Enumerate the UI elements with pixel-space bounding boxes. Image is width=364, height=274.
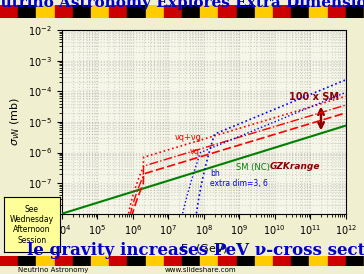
Bar (328, 5, 346, 18)
Bar (91, 256, 109, 266)
Bar (55, 256, 73, 266)
Bar (164, 256, 182, 266)
Bar (146, 5, 164, 18)
Bar (273, 256, 291, 266)
Bar (91, 5, 109, 18)
Y-axis label: $\sigma_{\nu N}$ (mb): $\sigma_{\nu N}$ (mb) (9, 98, 23, 146)
Bar (18, 5, 36, 18)
Bar (346, 256, 364, 266)
Bar (273, 5, 291, 18)
Bar (255, 5, 273, 18)
Text: GZKrange: GZKrange (269, 162, 320, 170)
Text: νq: νq (190, 147, 200, 156)
Bar (55, 5, 73, 18)
Bar (309, 256, 328, 266)
Bar (182, 256, 200, 266)
Bar (237, 256, 255, 266)
Bar (0, 256, 18, 266)
Bar (328, 256, 346, 266)
Bar (237, 5, 255, 18)
Text: 100 x SM: 100 x SM (289, 92, 339, 102)
Bar (200, 256, 218, 266)
Bar (73, 256, 91, 266)
Bar (291, 256, 309, 266)
Bar (36, 256, 55, 266)
Text: www.slideshare.com: www.slideshare.com (165, 267, 236, 273)
Text: See
Wednesday
Afternoon
Session: See Wednesday Afternoon Session (10, 205, 54, 245)
Bar (109, 256, 127, 266)
Bar (36, 5, 55, 18)
Bar (346, 5, 364, 18)
Bar (18, 256, 36, 266)
Text: le gravity increases PeV ν-cross section: le gravity increases PeV ν-cross section (27, 242, 364, 259)
X-axis label: E$_{\nu}$ (GeV): E$_{\nu}$ (GeV) (180, 243, 228, 256)
Bar (127, 5, 146, 18)
Text: bh
extra dim=3, 6: bh extra dim=3, 6 (210, 169, 268, 188)
Bar (218, 5, 237, 18)
Bar (200, 5, 218, 18)
Bar (255, 256, 273, 266)
Bar (182, 5, 200, 18)
Text: SM (NC): SM (NC) (236, 163, 270, 172)
Bar (164, 5, 182, 18)
Text: νq+νg: νq+νg (175, 133, 202, 142)
Bar (218, 256, 237, 266)
Text: Neutrino Astronomy Explores Extra Dimensions: Neutrino Astronomy Explores Extra Dimens… (0, 0, 364, 10)
Bar (109, 5, 127, 18)
Bar (127, 256, 146, 266)
Text: Neutrino Astronomy: Neutrino Astronomy (18, 267, 88, 273)
Bar (291, 5, 309, 18)
Bar (309, 5, 328, 18)
Bar (0, 5, 18, 18)
Bar (146, 256, 164, 266)
Bar (73, 5, 91, 18)
